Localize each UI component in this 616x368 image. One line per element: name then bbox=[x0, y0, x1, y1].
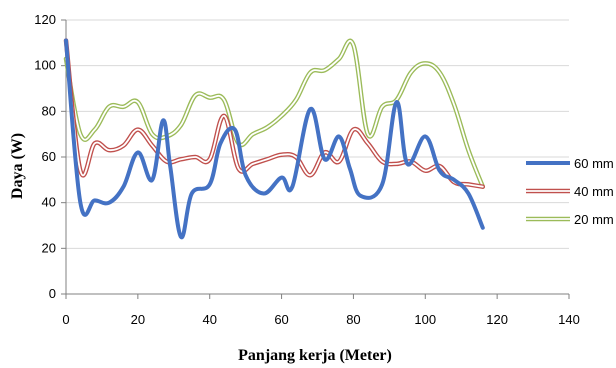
x-tick-label: 100 bbox=[414, 312, 436, 327]
y-tick-label: 20 bbox=[42, 240, 56, 255]
series-line bbox=[64, 38, 485, 239]
x-tick-label: 140 bbox=[558, 312, 580, 327]
y-tick-labels: 0 20 40 60 80 100 120 bbox=[34, 12, 56, 301]
y-tick-label: 40 bbox=[42, 195, 56, 210]
legend-label: 60 mm bbox=[574, 156, 614, 171]
y-tick-label: 80 bbox=[42, 103, 56, 118]
x-tick-label: 20 bbox=[131, 312, 145, 327]
y-tick-label: 120 bbox=[34, 12, 56, 27]
x-tick-label: 120 bbox=[486, 312, 508, 327]
series-lines bbox=[63, 38, 486, 239]
axes bbox=[61, 19, 570, 299]
x-tick-labels: 0 20 40 60 80 100 120 140 bbox=[62, 312, 579, 327]
series-20-mm bbox=[63, 38, 486, 189]
legend-item-20-mm: 20 mm bbox=[526, 212, 614, 227]
x-tick-label: 0 bbox=[62, 312, 69, 327]
y-axis-label: Daya (W) bbox=[9, 133, 26, 199]
legend-label: 40 mm bbox=[574, 184, 614, 199]
legend-item-60-mm: 60 mm bbox=[526, 156, 614, 171]
x-axis-label: Panjang kerja (Meter) bbox=[238, 347, 392, 364]
series-line-outer bbox=[63, 38, 486, 189]
y-tick-label: 0 bbox=[49, 286, 56, 301]
x-tick-label: 80 bbox=[346, 312, 360, 327]
x-tick-label: 60 bbox=[274, 312, 288, 327]
legend: 60 mm 40 mm 20 mm bbox=[526, 156, 614, 227]
series-line-inner bbox=[65, 40, 484, 188]
series-60-mm bbox=[64, 38, 485, 239]
y-tick-label: 100 bbox=[34, 58, 56, 73]
gridlines bbox=[66, 19, 569, 249]
x-tick-label: 40 bbox=[202, 312, 216, 327]
legend-label: 20 mm bbox=[574, 212, 614, 227]
legend-item-40-mm: 40 mm bbox=[526, 184, 614, 199]
y-tick-label: 60 bbox=[42, 149, 56, 164]
